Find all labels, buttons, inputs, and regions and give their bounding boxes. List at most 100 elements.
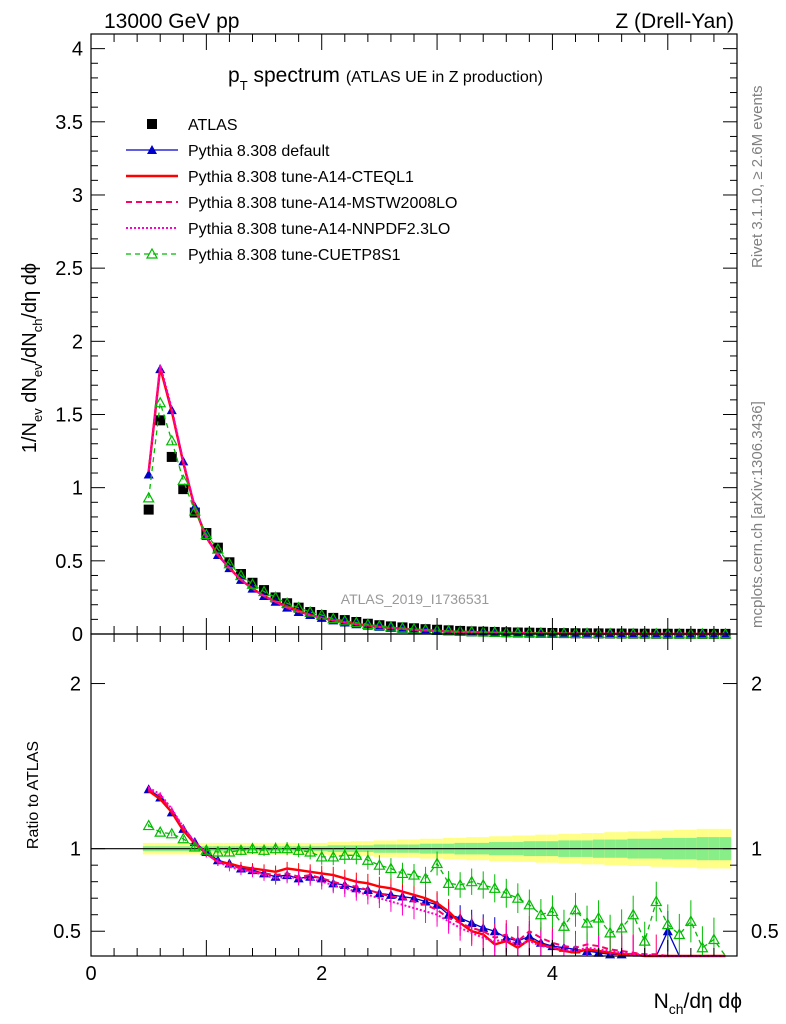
main-marker-cuetp xyxy=(696,627,709,639)
ratio-marker-cuetp xyxy=(246,842,259,854)
legend: ATLAS Pythia 8.308 default Pythia 8.308 tu… xyxy=(126,117,457,264)
ratio-marker-cuetp xyxy=(188,840,201,852)
ratio-y-tick-label-right: 1 xyxy=(751,839,762,861)
ratio-marker-cuetp xyxy=(511,891,524,903)
rivet-label: Rivet 3.1.10, ≥ 2.6M events xyxy=(749,86,766,269)
main-marker-cuetp xyxy=(200,528,213,540)
title-rest: spectrum xyxy=(248,64,340,87)
ratio-marker-cuetp xyxy=(350,849,363,860)
ratio-marker-cuetp xyxy=(373,858,386,870)
x-tick-label: 0 xyxy=(85,963,96,985)
ratio-marker-cuetp xyxy=(488,882,501,893)
main-marker-atlas xyxy=(166,451,177,462)
y-tick-label: 2.5 xyxy=(55,258,83,280)
ratio-marker-cuetp xyxy=(696,941,709,953)
main-marker-cuetp xyxy=(269,591,282,603)
main-marker-cuetp xyxy=(154,396,167,408)
ratio-marker-cuetp xyxy=(546,905,559,917)
main-marker-cuetp xyxy=(246,578,259,589)
main-marker-atlas xyxy=(235,569,246,579)
ratio-y-label: Ratio to ATLAS xyxy=(25,741,42,849)
legend-label-cteql1: Pythia 8.308 tune-A14-CTEQL1 xyxy=(188,169,414,186)
ratio-marker-cuetp xyxy=(615,921,628,933)
ratio-marker-cuetp xyxy=(223,845,236,857)
main-marker-cuetp xyxy=(650,627,663,639)
ratio-marker-cuetp xyxy=(177,832,190,844)
y-tick-label: 2 xyxy=(72,331,83,353)
mcplots-label: mcplots.cern.ch [arXiv:1306.3436] xyxy=(749,401,766,628)
header-right: Z (Drell-Yan) xyxy=(615,10,734,33)
ratio-marker-cuetp xyxy=(684,915,697,926)
x-axis-label: Nch/dη dϕ xyxy=(654,990,742,1017)
main-marker-cuetp xyxy=(673,627,686,639)
main-marker-atlas xyxy=(212,542,223,553)
ratio-marker-cuetp xyxy=(650,895,663,907)
main-marker-cuetp xyxy=(304,605,317,617)
ratio-marker-cuetp xyxy=(661,918,674,930)
ratio-marker-cuetp xyxy=(673,928,686,940)
y-tick-label: 1.5 xyxy=(55,404,83,426)
y-tick-label: 0.5 xyxy=(55,551,83,573)
ratio-marker-cuetp xyxy=(338,849,351,860)
main-marker-cuetp xyxy=(511,626,524,638)
legend-label-cuetp: Pythia 8.308 tune-CUETP8S1 xyxy=(188,247,401,264)
ratio-marker-cuetp xyxy=(361,853,374,865)
ratio-marker-cuetp xyxy=(638,934,651,946)
ratio-marker-cuetp xyxy=(707,933,720,945)
main-marker-cuetp xyxy=(142,491,155,503)
main-marker-cuetp xyxy=(188,504,201,516)
main-marker-cuetp xyxy=(338,614,351,626)
ratio-marker-cuetp xyxy=(581,916,594,928)
main-marker-cuetp xyxy=(534,626,547,638)
ratio-marker-cuetp xyxy=(442,877,455,888)
y-tick-label: 3.5 xyxy=(55,112,83,134)
main-marker-cuetp xyxy=(223,557,236,569)
ratio-marker-cuetp xyxy=(396,867,409,879)
ratio-y-tick-label: 2 xyxy=(70,674,81,696)
ratio-y-tick-label: 0.5 xyxy=(53,921,81,943)
title-sub: T xyxy=(240,78,248,93)
legend-label-default: Pythia 8.308 default xyxy=(188,143,330,160)
x-tick-label: 2 xyxy=(316,963,327,985)
main-marker-cuetp xyxy=(350,616,363,628)
main-marker-cuetp xyxy=(557,627,570,638)
main-marker-atlas xyxy=(259,585,270,596)
axis-ticks: 00.511.522.533.540.5 0.51 12 20 2 4 xyxy=(53,34,779,985)
main-marker-cuetp xyxy=(627,627,640,639)
ratio-marker-cuetp xyxy=(534,908,547,920)
legend-label-nnpdf: Pythia 8.308 tune-A14-NNPDF2.3LO xyxy=(188,221,450,238)
main-marker-cuetp xyxy=(281,597,294,608)
ratio-marker-cuetp xyxy=(569,903,582,915)
y-tick-label: 1 xyxy=(72,478,83,500)
x-tick-label: 4 xyxy=(547,963,558,985)
main-marker-cuetp xyxy=(258,585,271,597)
ratio-marker-cuetp xyxy=(315,850,328,862)
ratio-marker-cuetp xyxy=(592,911,605,923)
legend-marker-default xyxy=(147,145,157,154)
main-marker-cuetp xyxy=(292,601,305,613)
ratio-marker-cuetp xyxy=(454,878,467,890)
title-small: (ATLAS UE in Z production) xyxy=(346,69,543,86)
main-marker-cuetp xyxy=(373,619,386,631)
main-y-label: 1/Nev dNev/dNch/dη dϕ xyxy=(19,263,45,453)
ratio-marker-cuetp xyxy=(500,887,513,898)
main-marker-cuetp xyxy=(488,626,501,637)
ratio-marker-cuetp xyxy=(327,850,340,862)
ratio-marker-cuetp xyxy=(200,844,213,855)
main-marker-cuetp xyxy=(234,569,247,581)
legend-marker-atlas xyxy=(147,119,157,129)
ratio-marker-cuetp xyxy=(477,878,490,890)
main-marker-cuetp xyxy=(327,612,340,624)
watermark: ATLAS_2019_I1736531 xyxy=(341,591,490,607)
main-marker-cuetp xyxy=(211,542,224,554)
main-marker-atlas xyxy=(178,484,189,495)
y-tick-label: 0 xyxy=(72,624,83,646)
ratio-marker-cuetp xyxy=(304,845,317,857)
main-marker-atlas xyxy=(155,415,166,426)
ratio-y-tick-label: 1 xyxy=(70,839,81,861)
main-marker-cuetp xyxy=(581,627,594,639)
ratio-marker-cuetp xyxy=(211,845,224,857)
ratio-series xyxy=(142,784,727,959)
